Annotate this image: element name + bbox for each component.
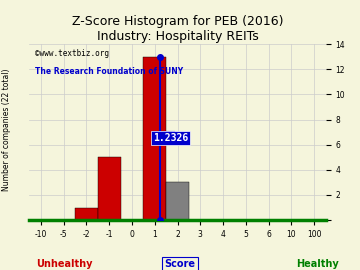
Bar [75, 208, 98, 220]
Text: Score: Score [165, 259, 195, 269]
Bar [98, 157, 121, 220]
Text: 1.2326: 1.2326 [153, 133, 188, 143]
Text: Unhealthy: Unhealthy [36, 259, 93, 269]
Bar [166, 182, 189, 220]
Title: Z-Score Histogram for PEB (2016)
Industry: Hospitality REITs: Z-Score Histogram for PEB (2016) Industr… [72, 15, 283, 43]
Text: Number of companies (22 total): Number of companies (22 total) [2, 68, 11, 191]
Text: Healthy: Healthy [296, 259, 338, 269]
Bar [143, 57, 166, 220]
Text: ©www.textbiz.org: ©www.textbiz.org [35, 49, 109, 58]
Text: The Research Foundation of SUNY: The Research Foundation of SUNY [35, 67, 184, 76]
